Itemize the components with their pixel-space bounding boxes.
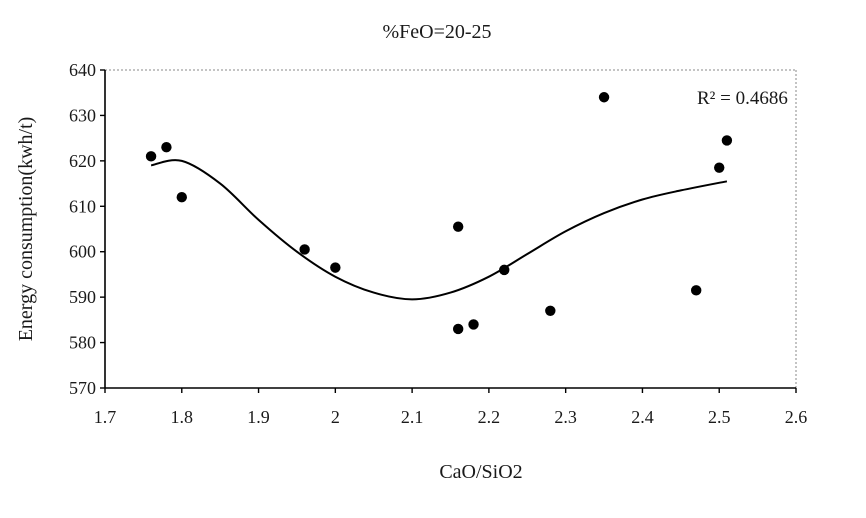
scatter-point <box>545 305 556 316</box>
scatter-point <box>468 319 479 330</box>
scatter-point <box>452 323 464 335</box>
x-tick-label: 2.5 <box>708 407 731 427</box>
y-axis-ticks: 570 580 590 600 610 620 630 640 <box>69 60 105 398</box>
x-tick-label: 1.7 <box>94 407 117 427</box>
y-tick-label: 630 <box>69 105 96 125</box>
scatter-point <box>714 162 725 173</box>
x-tick-label: 1.8 <box>171 407 194 427</box>
y-tick-label: 620 <box>69 151 96 171</box>
x-axis-label: CaO/SiO2 <box>439 461 522 483</box>
scatter-point <box>176 192 187 203</box>
x-tick-label: 2.2 <box>478 407 501 427</box>
y-tick-label: 610 <box>69 196 96 216</box>
y-tick-label: 600 <box>69 242 96 262</box>
x-tick-label: 1.9 <box>247 407 270 427</box>
scatter-point <box>161 142 172 153</box>
y-tick-label: 570 <box>69 378 96 398</box>
y-axis-label: Energy consumption(kwh/t) <box>15 117 37 342</box>
scatter-point <box>299 244 310 255</box>
x-tick-label: 2.3 <box>554 407 577 427</box>
x-tick-label: 2.1 <box>401 407 424 427</box>
scatter-point <box>690 285 702 296</box>
scatter-point <box>598 92 610 103</box>
x-tick-label: 2.4 <box>631 407 654 427</box>
y-tick-label: 640 <box>69 60 96 80</box>
x-tick-label: 2.6 <box>785 407 808 427</box>
y-tick-label: 590 <box>69 287 96 307</box>
scatter-point <box>330 262 341 273</box>
x-axis-ticks: 1.7 1.8 1.9 2 2.1 2.2 2.3 2.4 2.5 2.6 <box>94 388 808 427</box>
r-squared-text: R² = 0.4686 <box>697 88 788 109</box>
chart-title: %FeO=20-25 <box>382 21 491 43</box>
y-tick-label: 580 <box>69 333 96 353</box>
scatter-point <box>145 151 157 162</box>
scatter-point <box>452 221 464 232</box>
r-squared-annotation: R² = 0.4686 <box>697 88 788 109</box>
scatter-point <box>721 135 733 146</box>
trendline <box>150 159 728 301</box>
scatter-point <box>499 264 510 276</box>
x-tick-label: 2 <box>331 407 340 427</box>
scatter-points <box>145 92 733 335</box>
